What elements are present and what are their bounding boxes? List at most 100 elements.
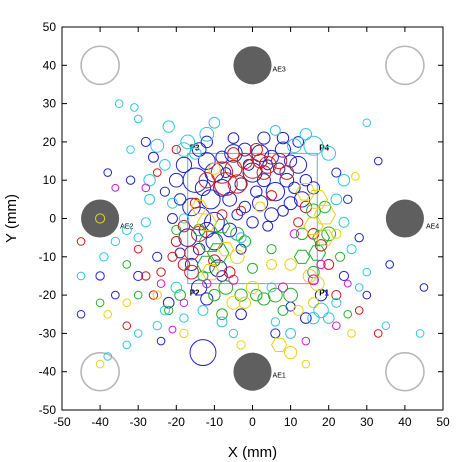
event-marker-blue: [343, 194, 353, 205]
event-marker-magenta: [111, 183, 120, 192]
event-marker-blue: [189, 339, 217, 367]
event-marker-green: [266, 244, 277, 255]
event-marker-yellow: [229, 249, 245, 265]
event-marker-red: [213, 172, 238, 196]
event-marker-yellow: [284, 345, 298, 360]
event-marker-red: [236, 152, 254, 170]
event-marker-cyan: [167, 197, 178, 209]
event-marker-cyan: [362, 267, 372, 277]
y-axis-label: Y (mm): [3, 194, 20, 243]
event-marker-blue: [231, 208, 244, 221]
event-marker-blue: [200, 189, 221, 210]
sensor-label: AE1: [273, 373, 286, 380]
event-marker-cyan: [303, 135, 324, 156]
event-marker-green: [306, 203, 321, 219]
event-marker-red: [293, 217, 304, 228]
y-tick-label: -30: [39, 326, 57, 340]
event-marker-red: [148, 290, 159, 300]
event-marker-yellow: [301, 359, 311, 369]
event-marker-blue: [250, 185, 263, 198]
event-marker-cyan: [140, 217, 151, 228]
region-corner-label: P2: [190, 289, 200, 298]
event-marker-cyan: [354, 283, 364, 292]
event-marker-cyan: [152, 321, 162, 331]
y-tick-label: 10: [43, 173, 57, 187]
event-marker-green: [234, 288, 248, 302]
event-marker-green: [218, 280, 234, 295]
event-marker-cyan: [266, 282, 277, 293]
event-marker-green: [268, 287, 283, 303]
event-marker-blue: [306, 181, 321, 195]
event-marker-blue: [222, 191, 237, 207]
event-marker-blue: [234, 177, 248, 191]
event-marker-cyan: [331, 297, 342, 308]
event-marker-magenta: [141, 183, 151, 193]
event-marker-red: [256, 165, 272, 180]
event-marker-cyan: [130, 103, 139, 112]
event-marker-yellow: [347, 329, 356, 338]
x-tick-label: 40: [398, 415, 412, 429]
sensor-ae2: [81, 199, 120, 238]
event-marker-blue: [354, 232, 364, 243]
event-marker-cyan: [159, 305, 170, 316]
event-marker-red: [323, 259, 335, 270]
event-marker-cyan: [159, 159, 171, 171]
event-marker-cyan: [197, 304, 209, 316]
event-marker-cyan: [338, 216, 350, 228]
event-marker-blue: [156, 336, 166, 346]
y-tick-label: 50: [43, 20, 57, 34]
y-tick-label: 0: [49, 212, 56, 226]
event-marker-red: [224, 159, 243, 178]
event-marker-blue: [246, 216, 259, 229]
event-marker-cyan: [270, 317, 281, 327]
event-marker-yellow: [331, 228, 342, 239]
event-marker-blue: [362, 290, 372, 300]
event-marker-blue: [168, 172, 184, 188]
event-marker-green: [321, 226, 337, 242]
event-marker-blue: [213, 178, 231, 197]
event-marker-cyan: [321, 146, 337, 161]
event-marker-cyan: [216, 316, 228, 328]
event-marker-cyan: [322, 312, 335, 324]
event-marker-cyan: [415, 329, 425, 338]
event-marker-blue: [264, 207, 279, 223]
event-marker-cyan: [99, 252, 109, 262]
event-marker-cyan: [176, 142, 192, 157]
event-marker-blue: [167, 213, 178, 224]
sensor-label: AE2: [120, 224, 133, 231]
event-marker-yellow: [295, 182, 316, 201]
event-marker-blue: [277, 205, 289, 217]
y-tick-label: -10: [39, 250, 57, 264]
event-marker-magenta: [332, 321, 341, 331]
sensor-ae3: [233, 46, 272, 85]
x-tick-label: 20: [322, 415, 336, 429]
event-marker-red: [210, 161, 234, 184]
event-marker-blue: [191, 142, 207, 157]
event-marker-yellow: [266, 259, 278, 270]
event-marker-green: [293, 249, 311, 264]
event-marker-red: [184, 245, 199, 261]
event-marker-red: [184, 264, 199, 280]
event-marker-cyan: [180, 134, 196, 150]
event-marker-red: [156, 267, 166, 277]
event-marker-green: [192, 223, 206, 237]
event-marker-yellow: [179, 328, 189, 339]
event-marker-magenta: [168, 325, 177, 334]
event-marker-blue: [300, 312, 312, 324]
event-marker-blue: [385, 260, 394, 269]
event-marker-red: [227, 174, 247, 194]
event-marker-magenta: [289, 229, 300, 239]
y-tick-label: -50: [39, 403, 57, 417]
event-marker-blue: [338, 270, 350, 282]
event-marker-yellow: [308, 297, 319, 309]
y-tick-label: 20: [43, 135, 57, 149]
event-marker-blue: [257, 131, 271, 145]
event-marker-yellow: [226, 295, 241, 310]
event-marker-red: [141, 271, 151, 281]
x-tick-label: -40: [91, 415, 109, 429]
event-marker-red: [227, 147, 240, 160]
event-marker-yellow: [122, 298, 132, 308]
event-marker-cyan: [337, 173, 351, 187]
event-marker-cyan: [269, 124, 281, 136]
event-marker-green: [216, 308, 228, 321]
